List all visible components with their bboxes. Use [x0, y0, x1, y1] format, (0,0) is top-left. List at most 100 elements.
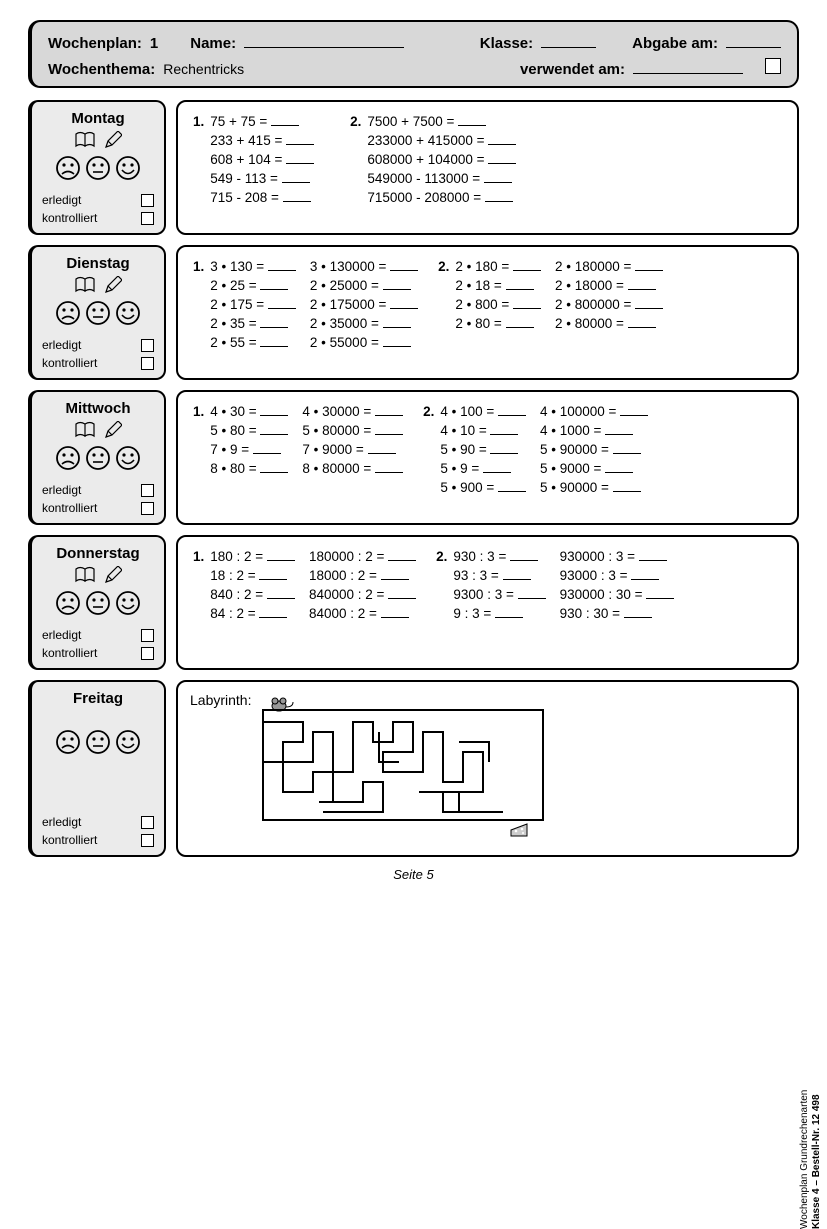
answer-blank[interactable] — [267, 560, 295, 561]
answer-blank[interactable] — [259, 617, 287, 618]
erledigt-checkbox[interactable] — [141, 629, 154, 642]
answer-blank[interactable] — [381, 579, 409, 580]
happy-face-icon[interactable] — [115, 300, 141, 326]
answer-blank[interactable] — [390, 270, 418, 271]
answer-blank[interactable] — [286, 163, 314, 164]
problem: 7500 + 7500 = — [364, 112, 519, 131]
answer-blank[interactable] — [286, 144, 314, 145]
problem: 8 • 80 = — [207, 459, 291, 478]
pencil-icon — [104, 566, 122, 584]
answer-blank[interactable] — [375, 415, 403, 416]
answer-blank[interactable] — [268, 308, 296, 309]
answer-blank[interactable] — [503, 579, 531, 580]
sad-face-icon[interactable] — [55, 590, 81, 616]
answer-blank[interactable] — [388, 598, 416, 599]
sad-face-icon[interactable] — [55, 445, 81, 471]
answer-blank[interactable] — [635, 308, 663, 309]
answer-blank[interactable] — [639, 560, 667, 561]
sad-face-icon[interactable] — [55, 729, 81, 755]
answer-blank[interactable] — [488, 144, 516, 145]
answer-blank[interactable] — [388, 560, 416, 561]
answer-blank[interactable] — [381, 617, 409, 618]
answer-blank[interactable] — [260, 472, 288, 473]
answer-blank[interactable] — [271, 125, 299, 126]
answer-blank[interactable] — [383, 346, 411, 347]
answer-blank[interactable] — [368, 453, 396, 454]
neutral-face-icon[interactable] — [85, 590, 111, 616]
answer-blank[interactable] — [260, 434, 288, 435]
answer-blank[interactable] — [495, 617, 523, 618]
answer-blank[interactable] — [267, 598, 295, 599]
happy-face-icon[interactable] — [115, 590, 141, 616]
erledigt-checkbox[interactable] — [141, 484, 154, 497]
kontrolliert-checkbox[interactable] — [141, 834, 154, 847]
erledigt-label: erledigt — [42, 628, 81, 642]
answer-blank[interactable] — [485, 201, 513, 202]
answer-blank[interactable] — [631, 579, 659, 580]
answer-blank[interactable] — [498, 415, 526, 416]
neutral-face-icon[interactable] — [85, 300, 111, 326]
abgabe-field[interactable] — [726, 32, 781, 48]
erledigt-checkbox[interactable] — [141, 339, 154, 352]
answer-blank[interactable] — [624, 617, 652, 618]
answer-blank[interactable] — [375, 434, 403, 435]
answer-blank[interactable] — [260, 327, 288, 328]
name-field[interactable] — [244, 32, 404, 48]
erledigt-checkbox[interactable] — [141, 816, 154, 829]
neutral-face-icon[interactable] — [85, 155, 111, 181]
problem: 2 • 800 = — [452, 295, 544, 314]
answer-blank[interactable] — [506, 289, 534, 290]
answer-blank[interactable] — [613, 491, 641, 492]
answer-blank[interactable] — [268, 270, 296, 271]
answer-blank[interactable] — [510, 560, 538, 561]
answer-blank[interactable] — [605, 434, 633, 435]
answer-blank[interactable] — [506, 327, 534, 328]
answer-blank[interactable] — [484, 182, 512, 183]
answer-blank[interactable] — [513, 308, 541, 309]
neutral-face-icon[interactable] — [85, 729, 111, 755]
answer-blank[interactable] — [283, 201, 311, 202]
answer-blank[interactable] — [483, 472, 511, 473]
answer-blank[interactable] — [646, 598, 674, 599]
answer-blank[interactable] — [490, 453, 518, 454]
happy-face-icon[interactable] — [115, 729, 141, 755]
kontrolliert-checkbox[interactable] — [141, 502, 154, 515]
answer-blank[interactable] — [259, 579, 287, 580]
answer-blank[interactable] — [605, 472, 633, 473]
answer-blank[interactable] — [488, 163, 516, 164]
sad-face-icon[interactable] — [55, 300, 81, 326]
verwendet-checkbox[interactable] — [765, 58, 781, 74]
klasse-field[interactable] — [541, 32, 596, 48]
kontrolliert-checkbox[interactable] — [141, 647, 154, 660]
answer-blank[interactable] — [383, 327, 411, 328]
answer-blank[interactable] — [260, 415, 288, 416]
happy-face-icon[interactable] — [115, 445, 141, 471]
answer-blank[interactable] — [282, 182, 310, 183]
answer-blank[interactable] — [375, 472, 403, 473]
answer-blank[interactable] — [390, 308, 418, 309]
problem-number: 1. — [190, 547, 207, 566]
answer-blank[interactable] — [498, 491, 526, 492]
answer-blank[interactable] — [635, 270, 663, 271]
answer-blank[interactable] — [458, 125, 486, 126]
answer-blank[interactable] — [253, 453, 281, 454]
answer-blank[interactable] — [628, 289, 656, 290]
erledigt-checkbox[interactable] — [141, 194, 154, 207]
answer-blank[interactable] — [383, 289, 411, 290]
answer-blank[interactable] — [260, 289, 288, 290]
book-icon — [74, 131, 96, 149]
answer-blank[interactable] — [518, 598, 546, 599]
answer-blank[interactable] — [628, 327, 656, 328]
answer-blank[interactable] — [490, 434, 518, 435]
answer-blank[interactable] — [260, 346, 288, 347]
answer-blank[interactable] — [620, 415, 648, 416]
kontrolliert-checkbox[interactable] — [141, 357, 154, 370]
kontrolliert-checkbox[interactable] — [141, 212, 154, 225]
answer-blank[interactable] — [613, 453, 641, 454]
problem: 4 • 30 = — [207, 402, 291, 421]
happy-face-icon[interactable] — [115, 155, 141, 181]
neutral-face-icon[interactable] — [85, 445, 111, 471]
answer-blank[interactable] — [513, 270, 541, 271]
sad-face-icon[interactable] — [55, 155, 81, 181]
verwendet-field[interactable] — [633, 58, 743, 74]
